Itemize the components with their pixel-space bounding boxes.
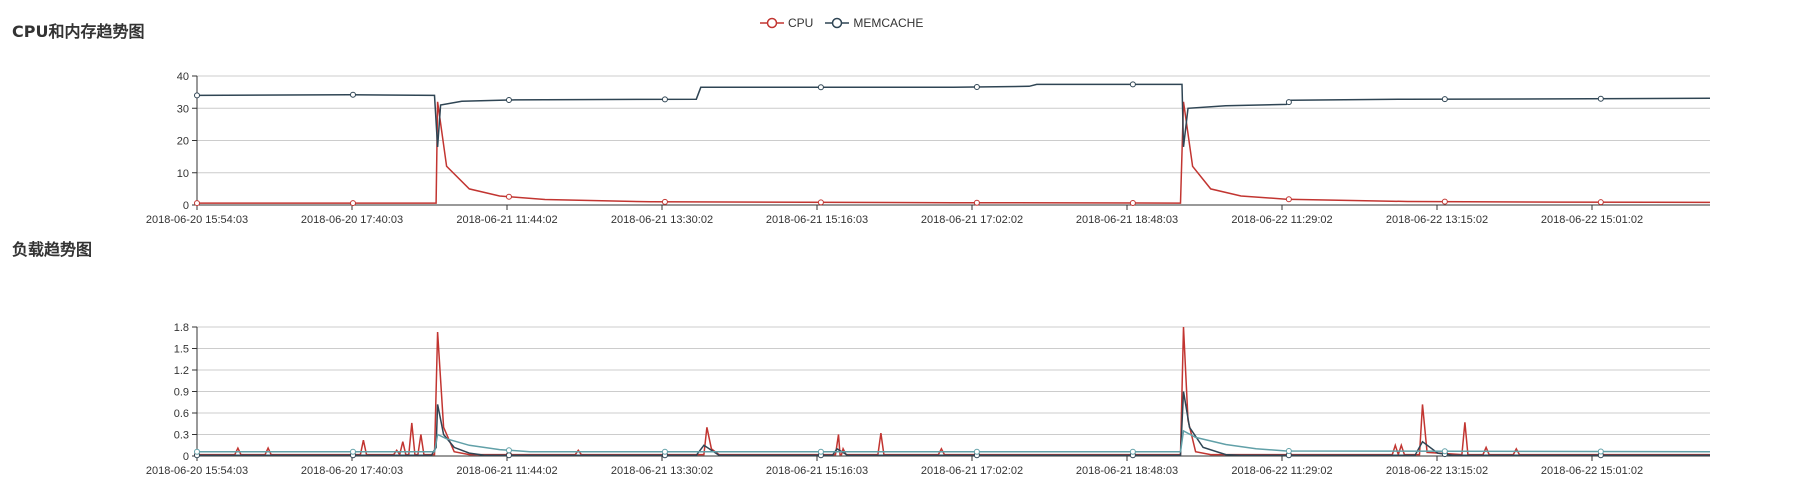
- series-point-1: [661, 198, 668, 205]
- legend-label-cpu: CPU: [788, 16, 814, 30]
- x-tick-label: 2018-06-21 11:44:02: [456, 465, 557, 477]
- series-point-1: [1129, 199, 1136, 206]
- series-line-2: [197, 391, 1710, 457]
- x-tick-label: 2018-06-22 15:01:02: [1541, 465, 1643, 477]
- y-tick-label: 30: [177, 103, 189, 115]
- series-line-2: [196, 83, 1711, 147]
- series-point-1: [973, 199, 980, 206]
- x-tick-label: 2018-06-20 15:54:03: [146, 465, 248, 477]
- series-line-1: [197, 101, 1711, 204]
- y-tick-label: 0.6: [174, 408, 189, 420]
- x-tick-label: 2018-06-21 17:02:02: [921, 214, 1023, 226]
- chart-legend: CPU MEMCACHE: [760, 16, 923, 30]
- series-point-1: [1597, 199, 1604, 206]
- legend-item-cpu[interactable]: CPU: [760, 16, 813, 30]
- series-point-3: [349, 448, 356, 455]
- series-point-1: [1285, 196, 1292, 203]
- x-tick-label: 2018-06-22 13:15:02: [1386, 214, 1488, 226]
- y-tick-label: 0: [183, 451, 189, 463]
- series-point-2: [817, 84, 824, 91]
- series-point-3: [194, 448, 200, 455]
- x-tick-label: 2018-06-21 15:16:03: [766, 465, 868, 477]
- y-tick-label: 10: [177, 168, 189, 180]
- legend-marker-cpu: [760, 17, 784, 29]
- series-point-2: [505, 452, 512, 459]
- x-tick-label: 2018-06-21 13:30:02: [611, 465, 713, 477]
- x-tick-label: 2018-06-20 17:40:03: [301, 465, 403, 477]
- series-point-2: [661, 96, 668, 103]
- series-point-3: [505, 447, 512, 454]
- chart-1-group: 0 10 20 30 40 2018-06-20 15:54:03 2018-06-20 1…: [146, 71, 1711, 226]
- series-point-3: [1441, 448, 1448, 455]
- series-line-3: [197, 429, 1711, 453]
- x-tick-label: 2018-06-22 11:29:02: [1231, 465, 1332, 477]
- series-point-2: [1441, 96, 1448, 103]
- series-point-2: [1597, 95, 1604, 102]
- x-tick-label: 2018-06-20 15:54:03: [146, 214, 248, 226]
- y-tick-label: 0.9: [174, 387, 189, 399]
- y-tick-label: 0: [183, 200, 189, 212]
- x-tick-label: 2018-06-21 18:48:03: [1076, 214, 1178, 226]
- series-point-2: [505, 97, 512, 104]
- y-tick-label: 1.2: [174, 365, 189, 377]
- series-point-1: [1441, 198, 1448, 205]
- series-point-3: [817, 448, 824, 455]
- series-point-3: [1285, 447, 1292, 454]
- x-tick-label: 2018-06-21 18:48:03: [1076, 465, 1178, 477]
- legend-item-memcache[interactable]: MEMCACHE: [825, 16, 923, 30]
- series-point-3: [1597, 448, 1604, 455]
- x-tick-label: 2018-06-21 15:16:03: [766, 214, 868, 226]
- chart-2-group: 0 0.3 0.6 0.9 1.2 1.5 1.8 2018-06-20 15:54:03 20…: [146, 322, 1711, 477]
- load-chart-title: 负载趋势图: [12, 240, 93, 259]
- y-tick-label: 1.5: [174, 344, 189, 356]
- series-point-1: [505, 193, 512, 200]
- series-line-1: [197, 326, 1710, 458]
- series-point-3: [973, 448, 980, 455]
- x-tick-label: 2018-06-21 17:02:02: [921, 465, 1023, 477]
- y-tick-label: 20: [177, 136, 189, 148]
- series-point-3: [1129, 448, 1136, 455]
- x-tick-label: 2018-06-21 11:44:02: [456, 214, 557, 226]
- series-point-2: [349, 91, 356, 98]
- series-point-2: [1129, 81, 1136, 88]
- series-point-1: [194, 200, 200, 207]
- x-tick-label: 2018-06-22 11:29:02: [1231, 214, 1332, 226]
- series-point-2: [1285, 99, 1292, 106]
- series-point-2: [194, 92, 200, 99]
- legend-label-memcache: MEMCACHE: [853, 16, 924, 30]
- legend-marker-memcache: [825, 17, 850, 29]
- series-point-2: [973, 83, 980, 90]
- y-tick-label: 40: [177, 71, 189, 83]
- y-tick-label: 1.8: [174, 322, 189, 334]
- series-point-1: [349, 200, 356, 207]
- series-point-3: [661, 448, 668, 455]
- x-tick-label: 2018-06-22 13:15:02: [1386, 465, 1488, 477]
- x-tick-label: 2018-06-22 15:01:02: [1541, 214, 1643, 226]
- x-tick-label: 2018-06-21 13:30:02: [611, 214, 713, 226]
- series-point-1: [817, 199, 824, 206]
- y-tick-label: 0.3: [174, 430, 189, 442]
- x-tick-label: 2018-06-20 17:40:03: [301, 214, 403, 226]
- cpu-memory-chart-title: CPU和内存趋势图: [12, 22, 145, 41]
